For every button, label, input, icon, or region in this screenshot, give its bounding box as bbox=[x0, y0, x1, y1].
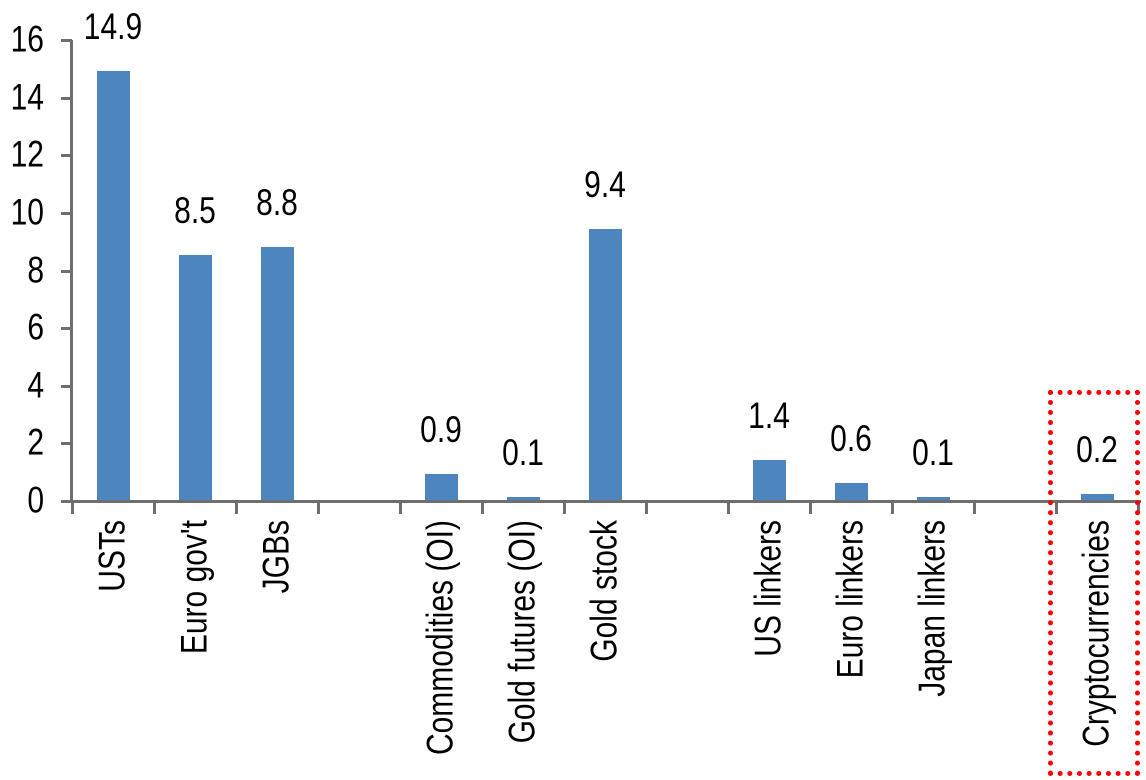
bar bbox=[753, 460, 786, 500]
x-axis-category-label: Japan linkers bbox=[911, 520, 953, 697]
x-axis-category-label: Commodities (OI) bbox=[419, 520, 461, 756]
y-axis-tick bbox=[61, 212, 72, 215]
x-axis-tick bbox=[71, 503, 74, 514]
bar-value-label: 0.6 bbox=[830, 418, 872, 460]
x-axis-line bbox=[70, 500, 1141, 503]
bar bbox=[589, 229, 622, 500]
y-axis-tick bbox=[61, 385, 72, 388]
x-axis-tick bbox=[891, 503, 894, 514]
bar-value-label: 0.2 bbox=[1076, 429, 1118, 471]
y-axis-tick bbox=[61, 500, 72, 503]
bar bbox=[835, 483, 868, 500]
y-axis-tick-label: 4 bbox=[27, 364, 44, 406]
bar-value-label: 0.1 bbox=[502, 432, 544, 474]
bar-value-label: 9.4 bbox=[584, 164, 626, 206]
x-axis-tick bbox=[481, 503, 484, 514]
bar bbox=[1081, 494, 1114, 500]
bar bbox=[917, 497, 950, 500]
y-axis-tick bbox=[61, 270, 72, 273]
highlight-box bbox=[1048, 390, 1140, 776]
y-axis-tick bbox=[61, 97, 72, 100]
bar-value-label: 8.8 bbox=[256, 182, 298, 224]
y-axis-tick-label: 8 bbox=[27, 249, 44, 291]
x-axis-category-label: Gold futures (OI) bbox=[501, 520, 543, 744]
y-axis-tick-label: 14 bbox=[10, 76, 44, 118]
x-axis-category-label: USTs bbox=[91, 520, 133, 592]
x-axis-category-label: US linkers bbox=[747, 520, 789, 657]
y-axis-tick bbox=[61, 442, 72, 445]
x-axis-tick bbox=[973, 503, 976, 514]
y-axis-tick bbox=[61, 39, 72, 42]
x-axis-category-label: JGBs bbox=[255, 520, 297, 594]
bar-value-label: 1.4 bbox=[748, 395, 790, 437]
y-axis-tick-label: 12 bbox=[10, 133, 44, 175]
y-axis-tick bbox=[61, 154, 72, 157]
bar bbox=[507, 497, 540, 500]
bar bbox=[425, 474, 458, 500]
x-axis-tick bbox=[1055, 503, 1058, 514]
bar bbox=[97, 71, 130, 500]
bar bbox=[261, 247, 294, 500]
x-axis-tick bbox=[317, 503, 320, 514]
x-axis-tick bbox=[645, 503, 648, 514]
x-axis-category-label: Euro gov't bbox=[173, 520, 215, 655]
bar bbox=[179, 255, 212, 500]
x-axis-category-label: Euro linkers bbox=[829, 520, 871, 679]
bar-value-label: 0.9 bbox=[420, 409, 462, 451]
bar-value-label: 0.1 bbox=[912, 432, 954, 474]
x-axis-tick bbox=[153, 503, 156, 514]
y-axis-tick-label: 2 bbox=[27, 421, 44, 463]
x-axis-tick bbox=[399, 503, 402, 514]
x-axis-tick bbox=[809, 503, 812, 514]
y-axis-tick-label: 16 bbox=[10, 18, 44, 60]
bar-value-label: 14.9 bbox=[83, 6, 143, 48]
y-axis-tick-label: 0 bbox=[27, 479, 44, 521]
x-axis-category-label: Gold stock bbox=[583, 520, 625, 662]
x-axis-tick bbox=[727, 503, 730, 514]
x-axis-tick bbox=[235, 503, 238, 514]
y-axis-tick-label: 6 bbox=[27, 306, 44, 348]
bar-value-label: 8.5 bbox=[174, 190, 216, 232]
y-axis-tick bbox=[61, 327, 72, 330]
y-axis-tick-label: 10 bbox=[10, 191, 44, 233]
x-axis-tick bbox=[563, 503, 566, 514]
